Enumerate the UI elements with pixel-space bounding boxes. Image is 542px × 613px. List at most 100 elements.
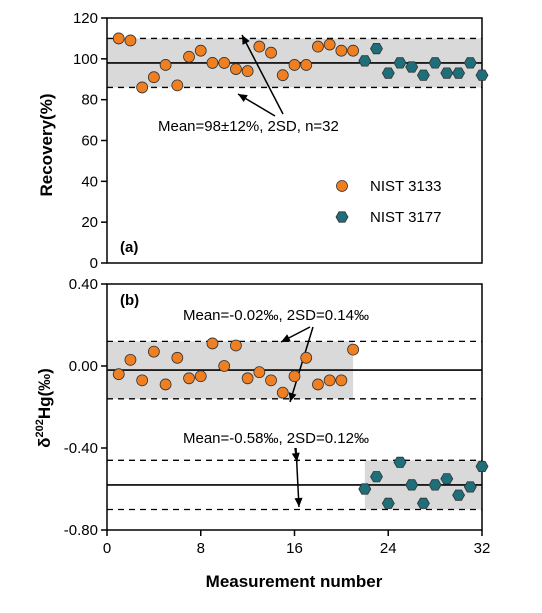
panel-a-point-nist3133 xyxy=(159,59,172,71)
panel-b-point-nist3177 xyxy=(405,479,419,491)
panel-b-point-nist3133 xyxy=(124,353,137,366)
panel-b-point-nist3177 xyxy=(370,471,383,483)
panel-b-point-nist3133 xyxy=(183,372,195,385)
panel-a-point-nist3177 xyxy=(405,61,419,73)
panel-b-point-nist3133 xyxy=(300,351,313,364)
panel-a-ytick-label: 20 xyxy=(81,214,98,231)
panel-b-ytick-label: 0.40 xyxy=(69,276,98,293)
panel-b-arrow-2-lower-head xyxy=(294,497,303,507)
panel-b-point-nist3177 xyxy=(358,483,372,495)
panel-b-arrow-1-upper-head xyxy=(281,334,291,342)
legend: NIST 3133 NIST 3177 xyxy=(335,178,441,226)
panel-b-point-nist3133 xyxy=(136,374,149,387)
panel-a-point-nist3133 xyxy=(300,59,313,71)
legend-marker-nist3177 xyxy=(335,211,349,223)
x-tick-label: 8 xyxy=(197,540,205,557)
panel-b-arrow-1-lower-shaft xyxy=(289,326,314,403)
panel-b-point-nist3177 xyxy=(452,489,466,501)
panel-b-point-nist3177 xyxy=(416,497,430,509)
panel-b-ytick-label: -0.80 xyxy=(64,522,98,539)
panel-a-arrow-upper xyxy=(241,34,284,115)
panel-b-point-nist3133 xyxy=(147,345,160,358)
panel-a-point-nist3177 xyxy=(475,69,489,81)
panel-b-point-nist3133 xyxy=(335,374,348,387)
panel-a-point-nist3177 xyxy=(428,57,442,69)
panel-b-point-nist3177 xyxy=(440,473,454,485)
panel-b-point-nist3177 xyxy=(428,479,442,491)
panel-b-point-nist3133 xyxy=(347,343,359,356)
panel-a-ylabel: Recovery(%) xyxy=(37,94,56,197)
panel-a-point-nist3133 xyxy=(183,50,195,63)
panel-a-point-nist3133 xyxy=(112,32,125,45)
panel-b-point-nist3133 xyxy=(230,339,242,352)
panel-a-ytick-label: 0 xyxy=(90,255,98,272)
legend-label-nist3133: NIST 3133 xyxy=(370,178,441,195)
panel-b-point-nist3133 xyxy=(206,337,219,350)
panel-b-point-nist3133 xyxy=(241,372,254,385)
panel-b-point-nist3133 xyxy=(112,368,125,381)
panel-a-point-nist3133 xyxy=(335,44,348,57)
panel-a-ytick-label: 60 xyxy=(81,133,98,150)
panel-a-ytick-label: 100 xyxy=(73,51,98,68)
panel-b-ylabel-delta: δ xyxy=(35,438,54,448)
panel-b-point-nist3133 xyxy=(253,366,266,379)
panel-a-arrow-lower-head xyxy=(238,94,248,103)
panel-a-point-nist3177 xyxy=(440,67,454,79)
panel-a-point-nist3177 xyxy=(452,67,466,79)
panel-a-point-nist3133 xyxy=(124,34,137,47)
panel-a-point-nist3133 xyxy=(206,57,219,69)
panel-b-point-nist3133 xyxy=(323,374,336,387)
panel-b-arrow-2-lower xyxy=(294,447,303,508)
panel-b-ytick-label: -0.40 xyxy=(64,440,98,457)
panel-a-point-nist3133 xyxy=(230,63,242,75)
panel-a-point-nist3177 xyxy=(463,57,477,69)
panel-b-ylabel-rest: Hg(‰) xyxy=(35,368,54,419)
panel-b-point-nist3133 xyxy=(276,386,289,399)
panel-a-point-nist3133 xyxy=(347,44,359,57)
panel-a-ytick-label: 120 xyxy=(73,10,98,27)
panel-a-point-nist3177 xyxy=(358,55,372,67)
panel-b-arrow-2-lower-shaft xyxy=(295,447,300,508)
panel-a-point-nist3133 xyxy=(288,59,301,71)
panel-a-point-nist3177 xyxy=(416,69,430,81)
legend-label-nist3177: NIST 3177 xyxy=(370,209,441,226)
panel-b-arrow-1-lower xyxy=(288,326,314,403)
panel-b-point-nist3133 xyxy=(171,351,184,364)
panel-b-point-nist3133 xyxy=(194,370,207,383)
legend-marker-nist3133 xyxy=(336,180,348,192)
x-tick-label: 16 xyxy=(286,540,303,557)
panel-b-label: (b) xyxy=(120,292,139,309)
panel-a-point-nist3133 xyxy=(323,38,336,51)
x-tick-label: 24 xyxy=(380,540,397,557)
panel-a-point-nist3177 xyxy=(381,67,395,79)
panel-a-point-nist3133 xyxy=(276,69,289,82)
panel-a-point-nist3133 xyxy=(147,71,160,84)
panel-a-arrow-upper-shaft xyxy=(241,34,284,115)
panel-b-point-nist3133 xyxy=(312,378,324,391)
panel-b-point-nist3177 xyxy=(463,481,477,493)
panel-a-point-nist3133 xyxy=(136,81,149,94)
panel-a-point-nist3177 xyxy=(393,57,407,69)
panel-b-ytick-label: 0.00 xyxy=(69,358,98,375)
panel-a-point-nist3177 xyxy=(370,43,383,55)
panel-b-point-nist3133 xyxy=(159,378,172,391)
panel-a-point-nist3133 xyxy=(194,44,207,57)
panel-a-arrow-lower xyxy=(237,93,276,117)
x-tick-label: 32 xyxy=(474,540,491,557)
x-tick-label: 0 xyxy=(103,540,111,557)
panel-b-point-nist3133 xyxy=(218,360,231,372)
panel-b-point-nist3133 xyxy=(288,370,301,383)
panel-b-point-nist3177 xyxy=(393,456,407,468)
panel-a-annotation: Mean=98±12%, 2SD, n=32 xyxy=(158,118,339,135)
panel-b-point-nist3177 xyxy=(475,460,489,473)
panel-b-point-nist3177 xyxy=(381,497,395,509)
x-axis-label: Measurement number xyxy=(206,572,383,591)
panel-a-arrow-upper-head xyxy=(242,35,250,45)
panel-a-point-nist3133 xyxy=(312,40,324,53)
panel-a-point-nist3133 xyxy=(265,46,277,59)
panel-b-annotation-2: Mean=-0.58‰, 2SD=0.12‰ xyxy=(183,430,369,447)
panel-a-ytick-label: 40 xyxy=(81,173,98,190)
panel-a-ytick-label: 80 xyxy=(81,92,98,109)
